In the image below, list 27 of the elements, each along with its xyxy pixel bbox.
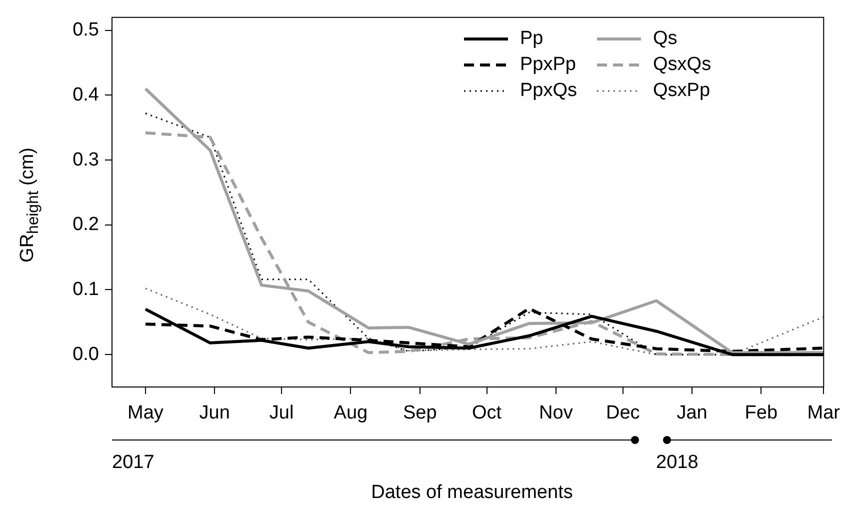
x-tick-label: Mar — [807, 402, 841, 424]
legend-label: PpxPp — [520, 54, 576, 76]
y-tick-label: 0.4 — [72, 84, 100, 106]
legend-label: Pp — [520, 28, 544, 50]
x-tick-label: Dec — [606, 402, 640, 424]
x-tick-label: Feb — [744, 402, 778, 424]
x-tick-label: Sep — [402, 402, 437, 424]
legend-label: PpxQs — [520, 80, 578, 102]
text: 2018 — [656, 452, 698, 474]
legend-label: Qs — [653, 28, 678, 50]
x-tick-label: Oct — [472, 402, 502, 424]
x-tick-label: Aug — [334, 402, 368, 424]
y-tick-label: 0.2 — [72, 214, 99, 236]
legend-label: QsxPp — [653, 80, 710, 102]
x-axis-title: Dates of measurements — [371, 482, 573, 504]
x-tick-label: May — [128, 402, 164, 424]
x-tick-label: Nov — [539, 402, 574, 424]
x-tick-label: Jul — [269, 402, 294, 424]
x-tick-label: Jan — [676, 402, 708, 424]
y-tick-label: 0.3 — [72, 149, 99, 170]
text: 2017 — [112, 452, 154, 474]
legend-label: QsxQs — [653, 54, 712, 76]
y-tick-label: 0.1 — [72, 278, 99, 300]
x-tick-label: Jun — [199, 402, 230, 424]
line-series — [144, 288, 824, 356]
y-tick-label: 0.5 — [72, 20, 99, 41]
y-tick-label: 0.0 — [72, 344, 99, 365]
